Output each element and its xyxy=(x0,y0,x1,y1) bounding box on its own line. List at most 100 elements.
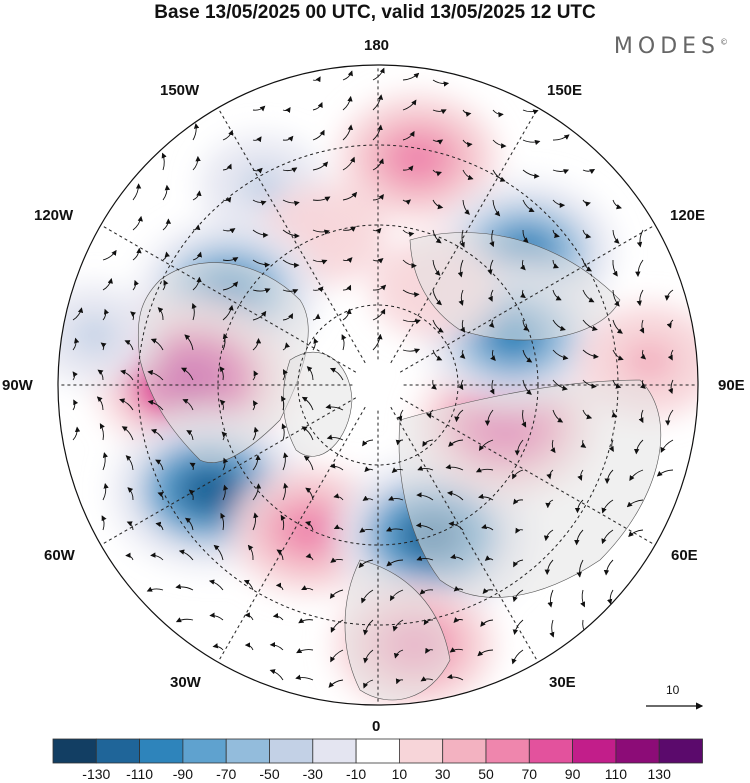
wind-vector-103 xyxy=(282,289,299,294)
wind-vector-27 xyxy=(125,552,134,561)
wind-vector-286 xyxy=(552,409,564,423)
wind-vector-199 xyxy=(432,109,447,115)
wind-vector-206 xyxy=(432,319,444,333)
wind-vector-93 xyxy=(247,544,254,561)
meridian-240 xyxy=(100,224,357,373)
wind-vector-194 xyxy=(389,589,404,602)
wind-vector-334 xyxy=(628,529,644,538)
wind-vector-267 xyxy=(522,379,532,395)
wind-vector-71 xyxy=(222,457,229,471)
wind-vector-131 xyxy=(305,487,314,501)
wind-vector-278 xyxy=(552,169,570,175)
wind-vector-30 xyxy=(162,218,172,231)
wind-vector-240 xyxy=(492,139,507,149)
brand-mark: © xyxy=(720,37,728,47)
lon-label-60w: 60W xyxy=(44,547,75,564)
lon-label-0: 0 xyxy=(372,718,381,735)
wind-vector-317 xyxy=(611,409,618,418)
wind-vector-50 xyxy=(184,334,194,351)
lon-label-120e: 120E xyxy=(670,207,706,224)
wind-vector-186 xyxy=(402,319,421,325)
wind-vector-269 xyxy=(514,439,524,456)
wind-vector-139 xyxy=(342,95,353,111)
wind-vector-17 xyxy=(132,247,142,261)
wind-vector-99 xyxy=(282,167,298,173)
wind-vector-213 xyxy=(415,522,434,531)
wind-vector-55 xyxy=(188,489,195,501)
wind-vector-233 xyxy=(448,521,464,531)
wind-vector-60 xyxy=(222,129,234,141)
wind-vector-189 xyxy=(395,439,404,446)
wind-vector-47 xyxy=(192,251,202,261)
wind-vector-149 xyxy=(325,403,344,411)
wind-vector-184 xyxy=(402,259,417,269)
wind-vector-285 xyxy=(552,379,568,391)
wind-vector-73 xyxy=(220,512,226,531)
wind-vector-21 xyxy=(120,369,134,381)
wind-vector-66 xyxy=(222,304,234,321)
wind-vector-82 xyxy=(252,229,269,238)
wind-vector-302 xyxy=(582,409,593,420)
wind-vector-230 xyxy=(448,439,464,447)
wind-vector-219 xyxy=(462,109,472,117)
wind-vector-310 xyxy=(612,199,622,210)
wind-vector-77 xyxy=(212,643,224,651)
wind-vector-142 xyxy=(342,191,358,201)
wind-vector-337 xyxy=(667,349,674,361)
wind-vector-256 xyxy=(480,619,494,627)
lon-label-90e: 90E xyxy=(718,377,745,394)
wind-vector-291 xyxy=(544,559,554,575)
wind-vector-238 xyxy=(446,673,464,681)
wind-vector-261 xyxy=(522,199,535,212)
wind-vector-235 xyxy=(453,585,464,592)
wind-vector-13 xyxy=(102,483,109,501)
wind-vector-109 xyxy=(282,452,289,471)
wind-vector-282 xyxy=(552,289,562,301)
wind-vector-318 xyxy=(608,439,614,452)
wind-vector-313 xyxy=(612,289,620,307)
colorbar-tick-label: -110 xyxy=(126,766,154,782)
wind-vector-340 xyxy=(660,439,674,453)
wind-vector-252 xyxy=(478,493,494,501)
wind-vector-228 xyxy=(458,379,464,391)
wind-vector-239 xyxy=(492,109,504,118)
wind-vector-36 xyxy=(147,399,164,411)
wind-vector-314 xyxy=(612,319,623,334)
wind-vector-243 xyxy=(489,229,495,248)
colorbar-swatch-10 xyxy=(485,738,530,764)
wind-vector-226 xyxy=(459,319,466,333)
colorbar-swatch-14 xyxy=(658,738,703,764)
colorbar-tick-label: -70 xyxy=(216,766,237,782)
wind-vector-241 xyxy=(492,169,506,182)
wind-vector-268 xyxy=(521,409,527,428)
wind-vector-84 xyxy=(252,288,271,294)
wind-vector-265 xyxy=(522,319,530,331)
wind-vector-323 xyxy=(607,589,614,605)
lon-label-150e: 150E xyxy=(547,82,583,99)
wind-vector-221 xyxy=(462,169,474,181)
wind-vector-134 xyxy=(301,585,314,591)
wind-vector-11 xyxy=(99,423,105,441)
wind-vector-57 xyxy=(178,549,194,561)
wind-vector-305 xyxy=(574,499,584,514)
wind-vector-45 xyxy=(192,190,202,201)
wind-vector-166 xyxy=(372,284,387,291)
wind-vector-14 xyxy=(101,515,107,531)
wind-vector-98 xyxy=(282,135,294,142)
wind-vector-275 xyxy=(512,619,524,635)
wind-vector-129 xyxy=(301,426,314,441)
siberia-landmass xyxy=(409,232,621,341)
wind-vector-157 xyxy=(330,649,344,663)
wind-vector-3 xyxy=(72,399,79,411)
wind-vector-111 xyxy=(280,514,286,531)
meridian-60 xyxy=(399,397,656,546)
wind-vector-61 xyxy=(222,163,232,171)
wind-vector-90 xyxy=(252,454,261,471)
wind-vector-315 xyxy=(612,349,624,361)
wind-vectors xyxy=(72,67,674,689)
wind-vector-117 xyxy=(312,76,321,83)
wind-vector-19 xyxy=(130,311,136,321)
wind-vector-151 xyxy=(329,463,344,471)
wind-vector-319 xyxy=(604,469,614,484)
